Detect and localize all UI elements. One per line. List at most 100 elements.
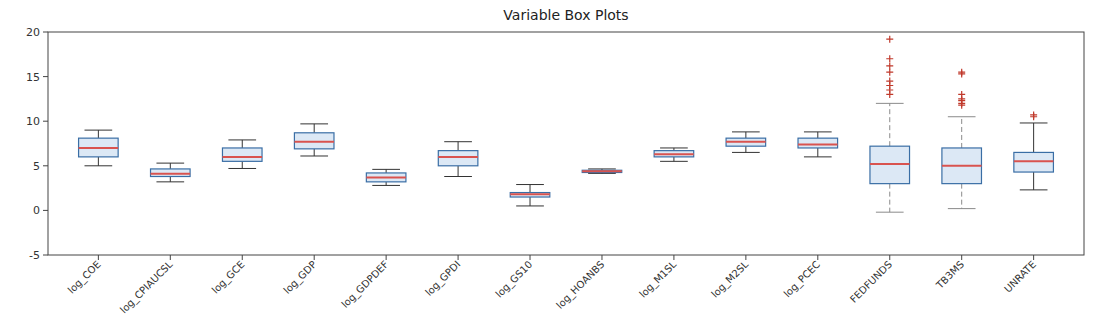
boxes: [79, 36, 1054, 213]
x-tick-label: log_GDPDEF: [339, 258, 391, 310]
x-tick: [601, 255, 602, 260]
flier: [886, 55, 893, 62]
x-tick-label: log_COE: [66, 259, 104, 297]
box-group: [151, 163, 191, 182]
plot-frame: [48, 32, 1084, 255]
box-group: [798, 132, 838, 157]
y-tick-label: 0: [33, 204, 40, 217]
y-tick-label: 15: [26, 71, 40, 84]
median: [222, 156, 262, 158]
upper-cap: [228, 139, 256, 140]
upper-whisker: [961, 117, 962, 148]
box: [726, 138, 766, 146]
lower-whisker: [170, 177, 171, 182]
median: [870, 163, 910, 165]
box-group: [582, 169, 622, 173]
upper-cap: [372, 169, 400, 170]
y-tick: [43, 255, 48, 256]
x-tick: [961, 255, 962, 260]
lower-cap: [516, 205, 544, 206]
lower-whisker: [817, 148, 818, 157]
upper-whisker: [170, 163, 171, 169]
upper-cap: [804, 131, 832, 132]
x-tick-label: log_HOANBS: [554, 259, 607, 312]
lower-whisker: [98, 157, 99, 166]
box: [294, 133, 334, 149]
flier: [958, 91, 965, 98]
box-group: [222, 140, 262, 169]
lower-cap: [372, 185, 400, 186]
x-tick: [817, 255, 818, 260]
y-tick-label: 5: [33, 160, 40, 173]
upper-cap: [516, 184, 544, 185]
flier: [886, 36, 893, 43]
upper-whisker: [889, 103, 890, 146]
box-group: [654, 148, 694, 161]
lower-cap: [876, 212, 904, 213]
lower-cap: [660, 161, 688, 162]
box-group: [510, 185, 550, 206]
box-group: [870, 36, 910, 213]
x-tick: [98, 255, 99, 260]
box-group: [726, 132, 766, 153]
x-tick-label: log_GCE: [210, 259, 248, 297]
upper-cap: [948, 116, 976, 117]
median: [942, 165, 982, 167]
median: [654, 153, 694, 155]
lower-whisker: [242, 161, 243, 168]
box: [582, 170, 622, 172]
box-group: [366, 169, 406, 185]
x-tick: [1033, 255, 1034, 260]
upper-cap: [444, 141, 472, 142]
x-tick-label: log_GPDI: [423, 259, 463, 299]
box-group: [294, 124, 334, 156]
x-tick-label: FEDFUNDS: [848, 259, 894, 305]
box: [654, 151, 694, 157]
y-tick-label: -5: [29, 249, 40, 262]
y-tick-label: 10: [26, 115, 40, 128]
box-group: [438, 142, 478, 177]
lower-whisker: [530, 197, 531, 206]
upper-whisker: [530, 185, 531, 193]
box: [222, 148, 262, 161]
lower-cap: [804, 156, 832, 157]
x-tick-label: log_M2SL: [709, 258, 751, 300]
lower-cap: [85, 165, 113, 166]
box: [438, 151, 478, 166]
median: [151, 173, 191, 175]
median: [79, 147, 119, 149]
upper-whisker: [98, 130, 99, 138]
flier: [886, 69, 893, 76]
box-group: [1014, 111, 1054, 189]
x-tick-label: UNRATE: [1002, 259, 1038, 295]
box: [79, 138, 119, 157]
x-tick: [458, 255, 459, 260]
lower-whisker: [314, 149, 315, 156]
lower-cap: [228, 168, 256, 169]
y-tick: [43, 165, 48, 166]
y-tick: [43, 210, 48, 211]
lower-whisker: [745, 146, 746, 152]
box: [510, 193, 550, 197]
median: [510, 193, 550, 195]
box: [870, 146, 910, 183]
lower-whisker: [673, 157, 674, 161]
x-tick: [745, 255, 746, 260]
title: Variable Box Plots: [503, 7, 628, 23]
upper-cap: [732, 131, 760, 132]
lower-whisker: [1033, 172, 1034, 190]
lower-whisker: [961, 184, 962, 209]
box: [798, 138, 838, 148]
box: [151, 169, 191, 177]
axes: -505101520log_COElog_CPIAUCSLlog_GCElog_…: [26, 26, 1084, 316]
box: [1014, 152, 1054, 172]
flier: [886, 78, 893, 85]
box: [942, 148, 982, 184]
median: [366, 176, 406, 178]
median: [294, 141, 334, 143]
upper-cap: [588, 168, 616, 169]
y-tick-label: 20: [26, 26, 40, 39]
y-tick: [43, 76, 48, 77]
x-tick: [170, 255, 171, 260]
x-tick-label: log_PCEC: [782, 259, 823, 300]
